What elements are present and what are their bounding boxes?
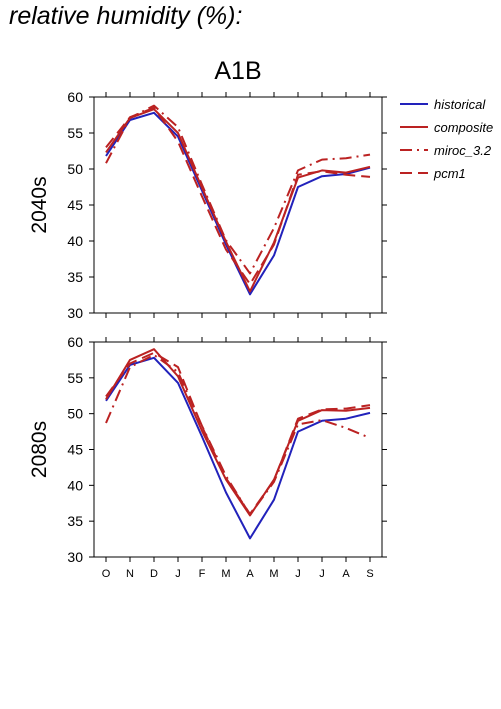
legend-label-historical: historical	[434, 97, 486, 112]
y-tick-label: 55	[67, 125, 83, 141]
y-tick-label: 60	[67, 89, 83, 105]
x-tick-label: F	[199, 568, 206, 580]
x-tick-label: A	[246, 568, 254, 580]
panel-label-2040s: 2040s	[28, 176, 51, 233]
legend-label-pcm1: pcm1	[433, 166, 466, 181]
x-tick-label: A	[342, 568, 350, 580]
x-tick-label: D	[150, 568, 158, 580]
y-tick-label: 30	[67, 305, 83, 321]
x-tick-label: J	[295, 568, 301, 580]
plot-frame-2040s	[93, 96, 383, 314]
x-tick-label: J	[175, 568, 181, 580]
y-tick-label: 45	[67, 442, 83, 458]
y-tick-label: 40	[67, 233, 83, 249]
x-tick-label: J	[319, 568, 325, 580]
series-line-composite-2080s	[105, 348, 371, 517]
y-tick-label: 50	[67, 406, 83, 422]
x-tick-label: S	[366, 568, 373, 580]
series-line-miroc-3-2-2040s	[105, 104, 371, 275]
x-tick-label: M	[269, 568, 278, 580]
y-tick-label: 45	[67, 197, 83, 213]
series-line-miroc-3-2-2080s	[105, 353, 371, 516]
series-line-pcm1-2040s	[105, 106, 371, 286]
panel-label-2080s: 2080s	[28, 421, 51, 478]
y-tick-label: 40	[67, 477, 83, 493]
x-tick-label: O	[102, 568, 111, 580]
y-tick-label: 55	[67, 370, 83, 386]
x-tick-label: M	[221, 568, 230, 580]
series-line-pcm1-2080s	[105, 351, 371, 515]
y-tick-label: 35	[67, 513, 83, 529]
y-tick-label: 35	[67, 269, 83, 285]
x-tick-label: N	[126, 568, 134, 580]
plot-frame-2080s	[93, 341, 383, 558]
legend-label-composite: composite	[434, 120, 493, 135]
legend-label-miroc-3-2: miroc_3.2	[434, 143, 492, 158]
series-line-composite-2040s	[105, 108, 371, 293]
series-line-historical-2040s	[105, 111, 371, 296]
series-line-historical-2080s	[105, 356, 371, 540]
y-tick-label: 60	[67, 334, 83, 350]
chart-title: A1B	[214, 57, 261, 85]
y-tick-label: 50	[67, 161, 83, 177]
y-tick-label: 30	[67, 549, 83, 565]
page-heading: relative humidity (%):	[9, 2, 243, 30]
